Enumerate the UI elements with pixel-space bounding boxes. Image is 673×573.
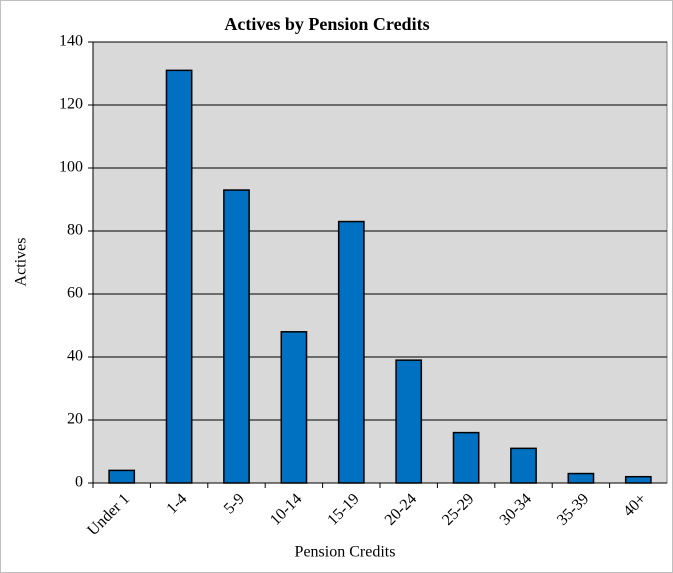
- bar: [624, 475, 652, 484]
- y-tick-label: 100: [59, 159, 83, 176]
- y-tick-label: 80: [67, 222, 83, 239]
- bar: [165, 69, 193, 484]
- bar: [223, 189, 250, 484]
- chart-title: Actives by Pension Credits: [224, 14, 429, 34]
- y-axis-label: Actives: [13, 238, 30, 287]
- bar: [280, 331, 308, 484]
- bar: [337, 220, 365, 484]
- x-axis-label: Pension Credits: [295, 544, 396, 561]
- bar: [395, 359, 423, 484]
- bar: [108, 469, 136, 484]
- bar: [510, 447, 537, 484]
- y-tick-label: 120: [59, 96, 83, 113]
- bar: [452, 431, 480, 484]
- bar: [567, 472, 595, 484]
- y-tick-label: 40: [67, 348, 83, 365]
- y-tick-label: 60: [67, 285, 83, 302]
- y-tick-label: 20: [67, 411, 83, 428]
- y-tick-label: 0: [75, 474, 83, 491]
- y-tick-label: 140: [59, 33, 83, 50]
